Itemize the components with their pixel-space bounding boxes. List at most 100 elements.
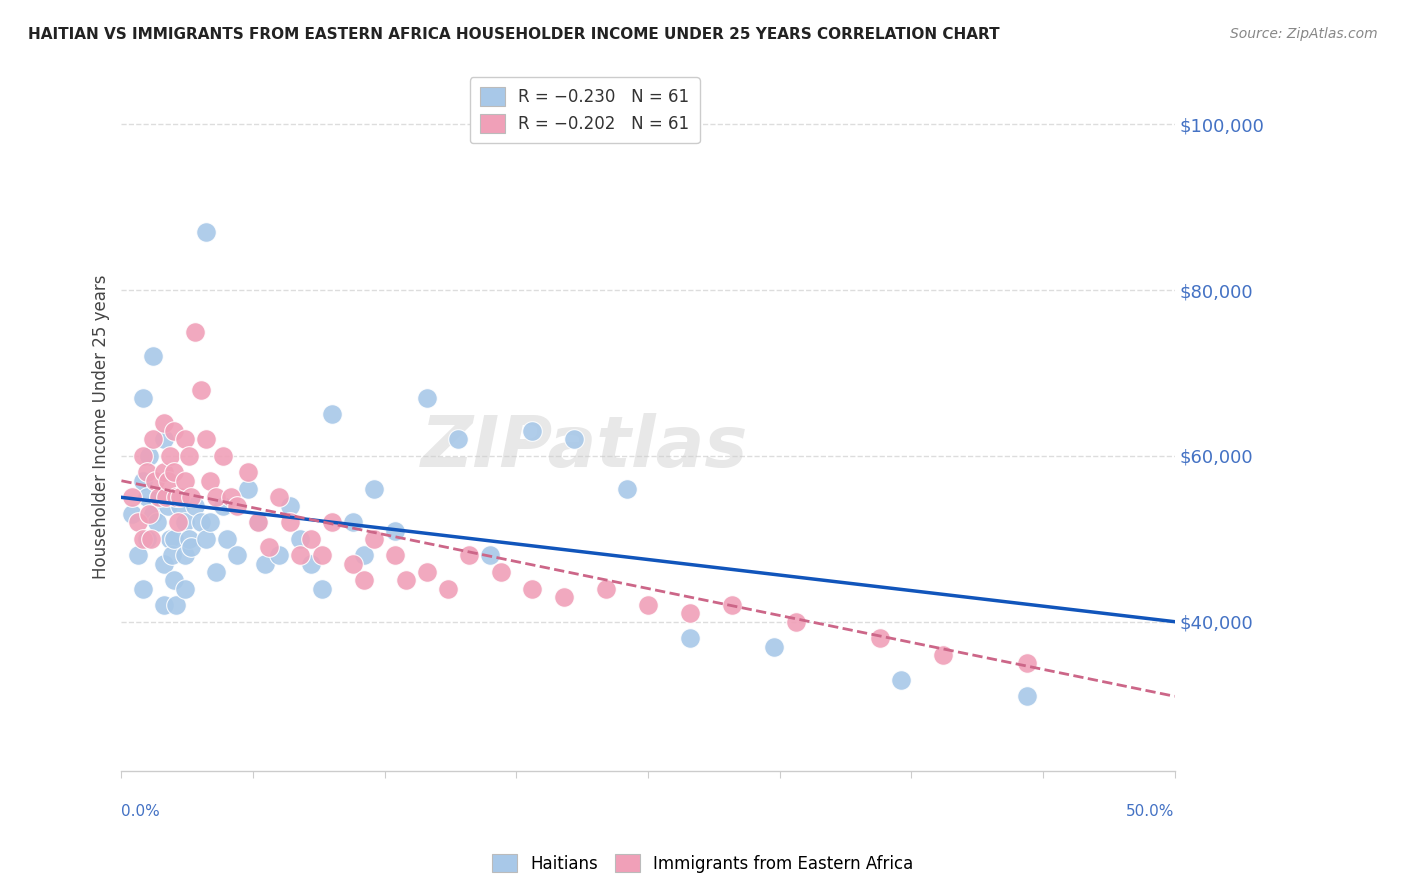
Point xyxy=(194,225,217,239)
Point xyxy=(163,491,186,505)
Point xyxy=(458,549,481,563)
Point xyxy=(290,532,312,546)
Point xyxy=(437,582,460,596)
Point xyxy=(194,532,217,546)
Point xyxy=(163,574,186,588)
Point xyxy=(211,499,233,513)
Point xyxy=(159,449,181,463)
Point xyxy=(363,482,385,496)
Point xyxy=(194,433,217,447)
Point xyxy=(138,507,160,521)
Point xyxy=(321,408,343,422)
Point xyxy=(595,582,617,596)
Point xyxy=(173,474,195,488)
Point xyxy=(135,532,157,546)
Point xyxy=(785,615,807,629)
Point xyxy=(278,499,301,513)
Point xyxy=(163,532,186,546)
Text: 0.0%: 0.0% xyxy=(121,804,160,819)
Text: HAITIAN VS IMMIGRANTS FROM EASTERN AFRICA HOUSEHOLDER INCOME UNDER 25 YEARS CORR: HAITIAN VS IMMIGRANTS FROM EASTERN AFRIC… xyxy=(28,27,1000,42)
Text: ZIPatlas: ZIPatlas xyxy=(422,413,748,482)
Point xyxy=(489,565,512,579)
Point xyxy=(416,391,439,405)
Point xyxy=(190,383,212,397)
Point xyxy=(121,491,143,505)
Point xyxy=(165,598,187,612)
Point xyxy=(131,532,153,546)
Point xyxy=(131,391,153,405)
Point xyxy=(353,549,375,563)
Point xyxy=(198,515,221,529)
Point xyxy=(127,549,149,563)
Point xyxy=(173,515,195,529)
Point xyxy=(522,424,544,438)
Point xyxy=(177,449,200,463)
Point xyxy=(143,474,166,488)
Point xyxy=(416,565,439,579)
Point xyxy=(173,582,195,596)
Point xyxy=(395,574,418,588)
Point xyxy=(257,540,280,554)
Point xyxy=(131,474,153,488)
Point xyxy=(180,540,202,554)
Point xyxy=(159,532,181,546)
Point xyxy=(384,524,406,538)
Point xyxy=(363,532,385,546)
Point xyxy=(679,607,702,621)
Point xyxy=(180,491,202,505)
Point xyxy=(211,449,233,463)
Point xyxy=(869,632,891,646)
Point xyxy=(311,549,333,563)
Point xyxy=(131,582,153,596)
Point xyxy=(127,515,149,529)
Point xyxy=(169,491,191,505)
Point xyxy=(321,515,343,529)
Text: Source: ZipAtlas.com: Source: ZipAtlas.com xyxy=(1230,27,1378,41)
Point xyxy=(173,433,195,447)
Point xyxy=(142,433,165,447)
Point xyxy=(190,515,212,529)
Point xyxy=(1017,690,1039,704)
Point xyxy=(278,515,301,529)
Point xyxy=(152,466,174,480)
Point xyxy=(215,532,238,546)
Point xyxy=(148,491,170,505)
Point xyxy=(447,433,470,447)
Point xyxy=(142,350,165,364)
Point xyxy=(152,416,174,430)
Legend: Haitians, Immigrants from Eastern Africa: Haitians, Immigrants from Eastern Africa xyxy=(485,847,921,880)
Point xyxy=(198,474,221,488)
Point xyxy=(247,515,270,529)
Point xyxy=(139,532,162,546)
Point xyxy=(342,515,364,529)
Point xyxy=(1017,656,1039,670)
Point xyxy=(311,582,333,596)
Point xyxy=(479,549,502,563)
Point xyxy=(184,325,207,339)
Point xyxy=(226,549,249,563)
Legend: R = −0.230   N = 61, R = −0.202   N = 61: R = −0.230 N = 61, R = −0.202 N = 61 xyxy=(470,78,700,143)
Point xyxy=(177,532,200,546)
Point xyxy=(205,491,228,505)
Point xyxy=(165,491,187,505)
Point xyxy=(553,590,575,604)
Point xyxy=(219,491,242,505)
Point xyxy=(169,499,191,513)
Point xyxy=(142,507,165,521)
Point xyxy=(269,491,291,505)
Point xyxy=(564,433,586,447)
Point xyxy=(155,491,177,505)
Y-axis label: Householder Income Under 25 years: Householder Income Under 25 years xyxy=(93,275,110,579)
Point xyxy=(236,466,259,480)
Point xyxy=(163,466,186,480)
Point xyxy=(637,598,659,612)
Point xyxy=(173,549,195,563)
Point xyxy=(384,549,406,563)
Point xyxy=(299,557,322,571)
Point xyxy=(167,515,190,529)
Point xyxy=(236,482,259,496)
Point xyxy=(184,499,207,513)
Point xyxy=(616,482,638,496)
Point xyxy=(148,491,170,505)
Point xyxy=(156,474,179,488)
